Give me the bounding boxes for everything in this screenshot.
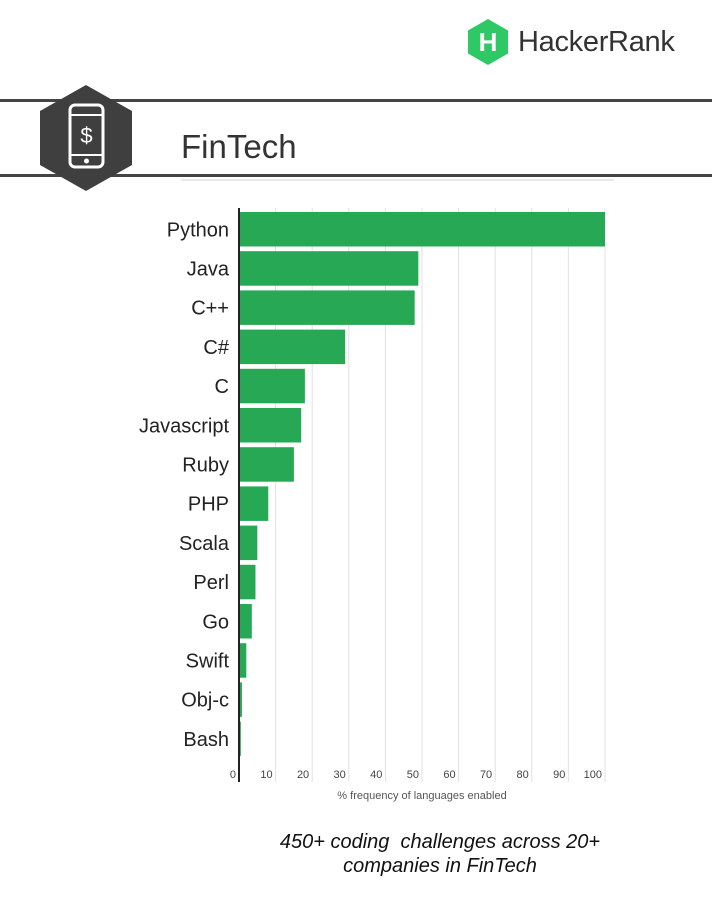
category-label: Javascript	[139, 415, 229, 437]
bar	[239, 408, 302, 443]
header-top-rule	[0, 99, 712, 102]
bar	[239, 251, 419, 286]
hackerrank-logo: H HackerRank	[466, 18, 675, 66]
bar	[239, 486, 269, 521]
bar	[239, 212, 605, 247]
hackerrank-hexagon-icon: H	[468, 19, 508, 65]
category-label: Python	[167, 219, 229, 241]
category-label: Go	[202, 611, 229, 633]
mobile-dollar-icon: $	[40, 85, 132, 191]
x-tick-label: 0	[230, 769, 236, 781]
x-tick-label: 100	[584, 769, 602, 781]
category-label: PHP	[188, 494, 229, 516]
page-title: FinTech	[181, 128, 297, 165]
svg-text:$: $	[80, 123, 92, 148]
logo-letter: H	[479, 27, 498, 57]
category-label: Perl	[193, 572, 229, 594]
bar	[239, 643, 247, 678]
x-tick-label: 70	[480, 769, 492, 781]
bar	[239, 368, 305, 404]
brand-name: HackerRank	[518, 25, 675, 58]
bar	[239, 604, 252, 639]
bar	[239, 447, 294, 482]
fintech-badge: $	[38, 83, 134, 198]
x-tick-label: 10	[260, 769, 272, 781]
category-label: Ruby	[182, 454, 229, 476]
category-label: C#	[203, 337, 229, 359]
caption-line-2: companies in FinTech	[343, 855, 537, 877]
x-tick-label: 30	[334, 769, 346, 781]
x-tick-label: 20	[297, 769, 309, 781]
bar	[239, 682, 242, 717]
category-label: C++	[191, 298, 229, 320]
category-label: Obj-c	[181, 690, 229, 712]
header-bottom-rule	[0, 174, 712, 177]
x-tick-label: 90	[553, 769, 565, 781]
bar	[239, 329, 346, 365]
caption-line-1: 450+ coding challenges across 20+	[279, 831, 601, 853]
category-label: C	[215, 376, 229, 398]
category-label: Java	[187, 258, 230, 280]
caption: 450+ coding challenges across 20+ compan…	[180, 830, 700, 878]
category-label: Swift	[186, 650, 230, 672]
x-tick-label: 50	[407, 769, 419, 781]
language-bar-chart: Python Java C++ C# C Javascript Ruby PHP Scala Pe…	[139, 208, 606, 802]
bar	[239, 564, 256, 600]
category-label: Bash	[183, 729, 229, 751]
x-axis-label: % frequency of languages enabled	[337, 790, 506, 802]
category-label: Scala	[179, 533, 230, 555]
x-tick-label: 60	[443, 769, 455, 781]
x-tick-label: 40	[370, 769, 382, 781]
x-tick-label: 80	[517, 769, 529, 781]
title-underline	[181, 179, 614, 181]
bar	[239, 290, 415, 325]
bar	[239, 525, 258, 561]
